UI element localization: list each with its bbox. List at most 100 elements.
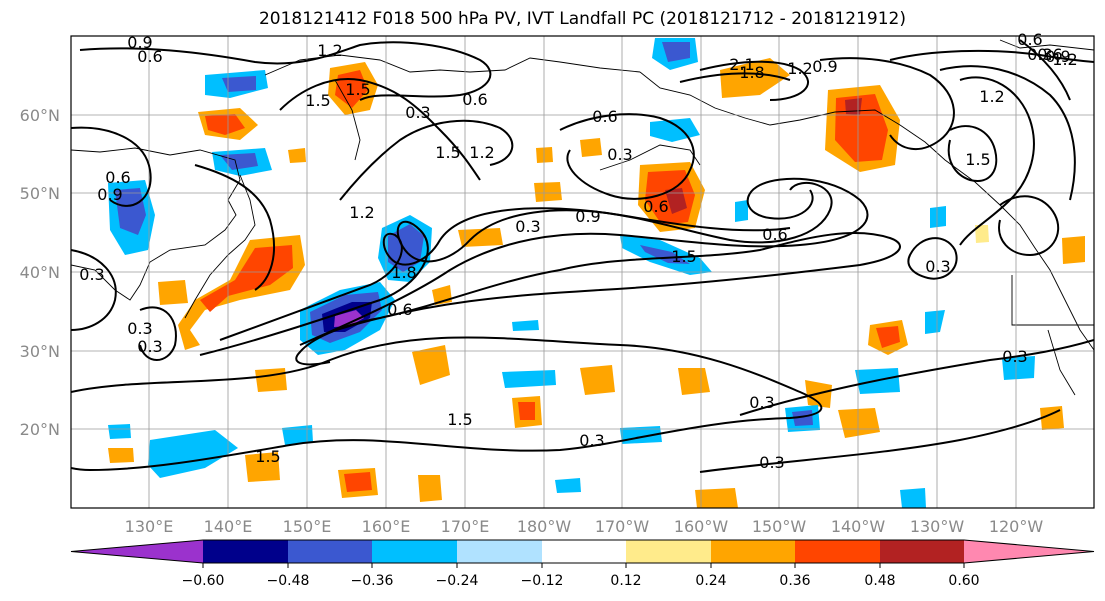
contour-label: 0.3: [1027, 45, 1052, 64]
positive-shading-small-5: [975, 225, 989, 243]
negative-shading-west-2: [282, 425, 313, 445]
negative-shading-east-2-core: [792, 410, 813, 426]
longitude-label: 150°W: [752, 517, 807, 536]
longitude-label: 130°W: [910, 517, 965, 536]
contour-label: 0.3: [749, 393, 774, 412]
contour-label: 1.5: [965, 150, 990, 169]
contour-label: 0.9: [575, 207, 600, 226]
negative-shading-jet-core: [640, 245, 690, 264]
colorbar-tick-label: 0.24: [695, 573, 726, 589]
colorbar-tick-label: 0.12: [610, 573, 641, 589]
longitude-label: 140°E: [204, 517, 253, 536]
negative-shading-west-3: [108, 424, 131, 439]
contour-0.3-west: [71, 249, 117, 331]
positive-shading-okhotsk-core: [205, 114, 245, 135]
negative-shading-east-3: [925, 310, 945, 334]
positive-shading-south-4: [245, 452, 280, 482]
contour-label: 1.5: [435, 143, 460, 162]
negative-shading-west-1: [148, 430, 238, 478]
colorbar-swatch: [372, 540, 457, 563]
positive-shading-central-3-core: [518, 402, 535, 420]
positive-shading-central-1: [412, 345, 450, 385]
contour-label: 1.5: [447, 410, 472, 429]
contour-0.9-north: [339, 119, 514, 201]
colorbar-tick-labels: −0.60 −0.48 −0.36 −0.24 −0.12 0.12 0.24 0.36 0.4…: [182, 563, 980, 589]
positive-shading-japan-core: [200, 245, 293, 312]
longitude-labels: 130°E 140°E 150°E 160°E 170°E 180°W 170°W 160°W…: [125, 517, 1044, 536]
contour-label: 1.2: [349, 203, 374, 222]
colorbar-tick-label: −0.12: [521, 573, 564, 589]
coastlines: [71, 39, 1094, 396]
colorbar-swatch: [71, 540, 203, 563]
contour-label: 1.2: [979, 87, 1004, 106]
contour-label: 1.5: [255, 447, 280, 466]
contour-label: 1.2: [469, 143, 494, 162]
pv-contours: [71, 39, 1094, 473]
contour-labels: 0.90.6 1.21.51.50.60.31.5 1.20.60.32.11.8 1…: [79, 30, 1077, 472]
contour-label: 1.5: [671, 247, 696, 266]
latitude-label: 20°N: [20, 420, 60, 439]
contour-label: 0.6: [137, 47, 162, 66]
contour-0.3-southeast: [739, 339, 1094, 416]
longitude-label: 140°W: [831, 517, 886, 536]
contour-0.6-alaska: [559, 113, 695, 200]
contour-1.2-canada: [959, 76, 1035, 246]
negative-shading-far-north-core: [222, 76, 256, 92]
map-title: 2018121412 F018 500 hPa PV, IVT Landfall…: [258, 9, 906, 29]
contour-1.5-jet: [219, 181, 833, 341]
contour-label: 0.3: [79, 265, 104, 284]
contour-0.9-gulf: [819, 57, 955, 150]
positive-shading-bering: [720, 58, 790, 98]
contour-label: 0.9: [812, 57, 837, 76]
longitude-label: 150°E: [283, 517, 332, 536]
positive-shading-small-4: [288, 148, 306, 163]
negative-shading-siberia-core: [115, 188, 146, 235]
contour-label: 1.5: [305, 91, 330, 110]
contour-label: 0.6: [387, 300, 412, 319]
colorbar-tick-label: −0.24: [436, 573, 479, 589]
contour-0.6-west: [71, 126, 152, 207]
contour-label: 1.8: [739, 63, 764, 82]
negative-shading-sea-okhotsk-core: [220, 153, 258, 170]
contour-0.6-mid: [295, 231, 901, 366]
contour-label: 1.5: [345, 80, 370, 99]
colorbar-tick-label: −0.36: [351, 573, 394, 589]
graticule: [71, 36, 1094, 508]
latitude-label: 50°N: [20, 184, 60, 203]
positive-shading-east-2: [838, 408, 880, 438]
positive-shading-west-1: [255, 368, 287, 392]
latitude-label: 30°N: [20, 342, 60, 361]
contour-label: 1.2: [317, 41, 342, 60]
negative-shading-arctic-core: [662, 42, 690, 62]
positive-shading-small-3: [536, 147, 553, 163]
negative-shading-central-3: [735, 200, 748, 222]
contour-label: 1.8: [391, 263, 416, 282]
colorbar-swatch: [880, 540, 964, 563]
contour-label: 0.6: [462, 90, 487, 109]
colorbar-tick-label: −0.48: [267, 573, 310, 589]
contour-0.9-jet: [299, 177, 869, 346]
contour-label: 0.9: [1045, 47, 1070, 66]
longitude-label: 130°E: [125, 517, 174, 536]
colorbar-tick-label: 0.36: [779, 573, 810, 589]
contour-label: 0.3: [579, 431, 604, 450]
contour-label: 0.3: [127, 319, 152, 338]
colorbar: [70, 539, 1095, 564]
contour-1.8-bering: [679, 72, 791, 83]
negative-shading-sw: [555, 478, 581, 493]
contour-label: 1.2: [1052, 50, 1077, 69]
contour-label: 0.6: [1037, 45, 1062, 64]
colorbar-tick-label: −0.60: [182, 573, 225, 589]
contour-0.6-northeast: [1019, 39, 1071, 101]
contour-1.2-ne: [939, 65, 1076, 201]
longitude-label: 170°W: [595, 517, 650, 536]
latitude-labels: 60°N 50°N 40°N 30°N 20°N: [20, 106, 60, 439]
latitude-label: 60°N: [20, 106, 60, 125]
longitude-label: 160°W: [674, 517, 729, 536]
colorbar-swatch: [288, 540, 372, 563]
contour-0.6-ring: [907, 237, 958, 280]
contour-0.6-north: [79, 41, 492, 101]
negative-shading-central-1: [502, 370, 556, 388]
latitude-label: 40°N: [20, 263, 60, 282]
contour-0.3-northeast: [889, 49, 1094, 63]
